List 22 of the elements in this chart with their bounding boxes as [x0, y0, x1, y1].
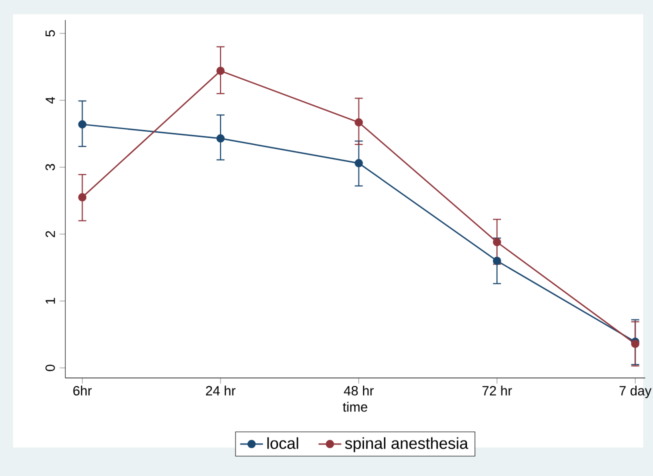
y-tick-label: 3 [45, 164, 55, 170]
point [216, 134, 225, 143]
y-tick-label: 5 [46, 30, 55, 37]
legend-label: local [267, 437, 298, 449]
y-tick-label: 4 [46, 96, 55, 104]
point [492, 256, 502, 265]
x-tick-label: 7 day [620, 386, 652, 398]
x-axis-title: time [342, 402, 368, 412]
point [216, 66, 225, 75]
point [492, 238, 502, 246]
x-tick-label: 72 hr [482, 386, 512, 396]
x-tick-label: 6hr [73, 386, 92, 396]
point [354, 118, 363, 126]
y-tick-label: 2 [46, 231, 55, 238]
point [78, 120, 86, 129]
point [354, 159, 363, 168]
y-tick-label: 1 [46, 298, 55, 304]
legend-label: spinal anesthesia [345, 437, 468, 452]
x-tick-label: 24 hr [206, 386, 236, 396]
point [78, 193, 86, 202]
y-tick-label: 0 [45, 364, 55, 372]
x-tick-label: 48 hr [344, 386, 374, 396]
